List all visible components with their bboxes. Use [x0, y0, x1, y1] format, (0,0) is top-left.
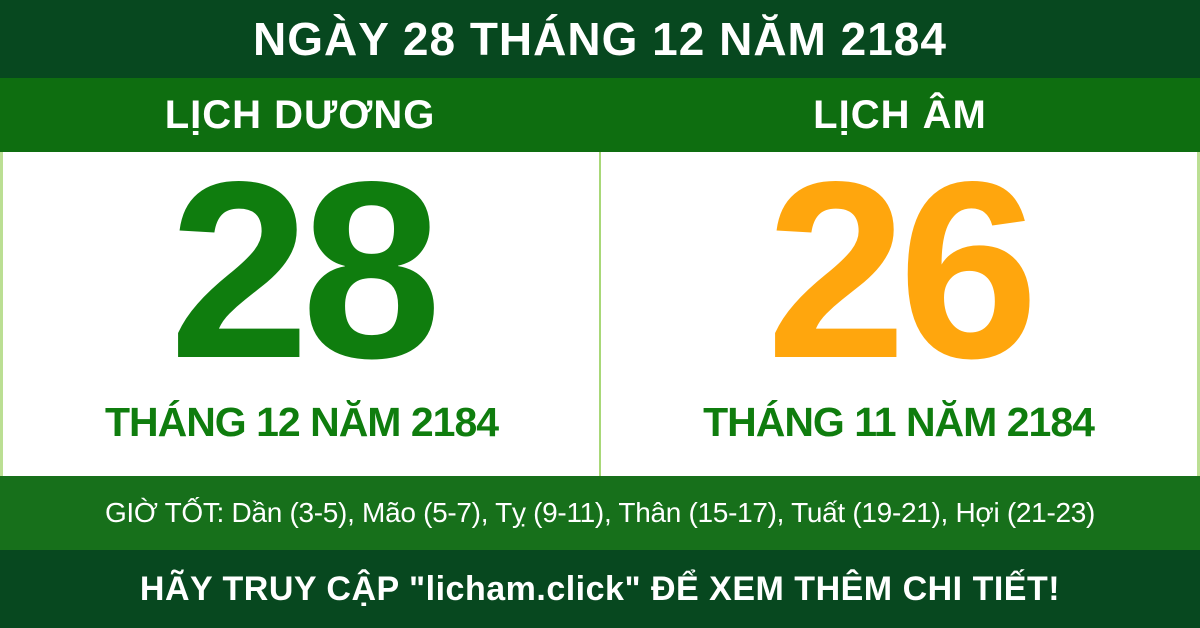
vertical-divider	[599, 152, 601, 476]
lunar-month-year: THÁNG 11 NĂM 2184	[703, 399, 1095, 445]
good-hours-text: GIỜ TỐT: Dần (3-5), Mão (5-7), Tỵ (9-11)…	[104, 497, 1096, 528]
calendar-header-row: LỊCH DƯƠNG LỊCH ÂM	[0, 78, 1200, 152]
solar-month-year: THÁNG 12 NĂM 2184	[104, 399, 499, 445]
date-title: NGÀY 28 THÁNG 12 NĂM 2184	[253, 13, 947, 65]
lunar-calendar-header: LỊCH ÂM	[600, 78, 1200, 152]
good-hours-bar: GIỜ TỐT: Dần (3-5), Mão (5-7), Tỵ (9-11)…	[0, 476, 1200, 550]
footer-bar: HÃY TRUY CẬP "licham.click" ĐỂ XEM THÊM …	[0, 550, 1200, 628]
solar-header-label: LỊCH DƯƠNG	[164, 92, 436, 137]
solar-panel: 28 THÁNG 12 NĂM 2184	[3, 145, 600, 476]
solar-day-number: 28	[169, 130, 441, 411]
solar-calendar-header: LỊCH DƯƠNG	[0, 78, 600, 152]
lunar-day-number: 26	[766, 130, 1038, 411]
lunar-panel: 26 THÁNG 11 NĂM 2184	[600, 145, 1197, 476]
footer-text: HÃY TRUY CẬP "licham.click" ĐỂ XEM THÊM …	[139, 569, 1061, 608]
calendar-body: 28 THÁNG 12 NĂM 2184 26 THÁNG 11 NĂM 218…	[0, 145, 1200, 476]
date-title-bar: NGÀY 28 THÁNG 12 NĂM 2184	[0, 0, 1200, 78]
lunar-header-label: LỊCH ÂM	[813, 92, 987, 137]
